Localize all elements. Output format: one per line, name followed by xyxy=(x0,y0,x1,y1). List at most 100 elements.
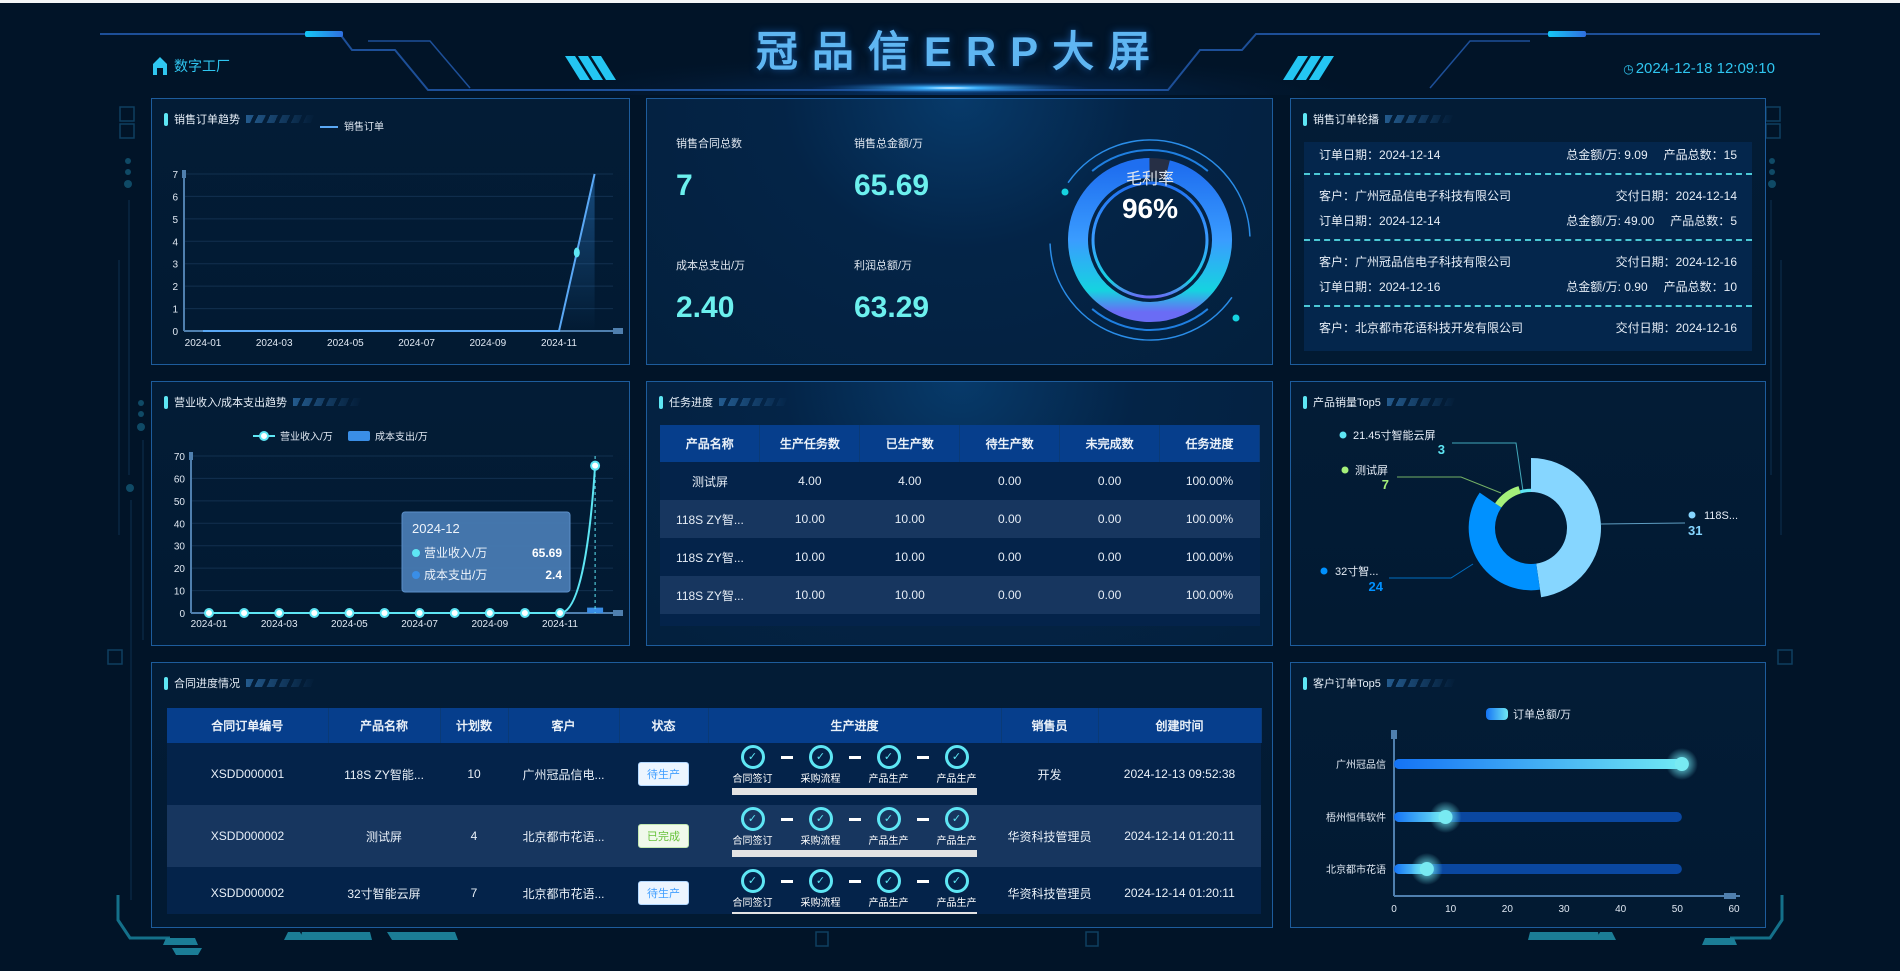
panel-title: 客户订单Top5 xyxy=(1313,678,1381,690)
legend-dot xyxy=(1688,511,1696,519)
contract-id: XSDD000001 xyxy=(167,743,328,805)
order-item[interactable]: 客户：广州冠品信电子科技有限公司 交付日期：2024-12-16 订单日期：2024… xyxy=(1304,241,1752,307)
label-leader-line xyxy=(1452,442,1524,492)
step-label: 采购流程 xyxy=(800,836,841,847)
home-link[interactable]: 数字工厂 xyxy=(152,56,230,76)
contracts-table: 合同订单编号 产品名称 计划数 客户 状态 生产进度 销售员 创建时间 XSDD000001 11… xyxy=(167,708,1262,914)
gauge-fill xyxy=(1068,158,1232,322)
progress-step: ✓ 产品生产 xyxy=(863,869,915,909)
order-item[interactable]: 订单日期：2024-12-14 总金额/万: 9.09 产品总数：15 xyxy=(1304,142,1752,175)
order-item[interactable]: 客户：广州冠品信电子科技有限公司 交付日期：2024-12-14 订单日期：2024… xyxy=(1304,175,1752,241)
amount-label: 总金额/万: xyxy=(1566,214,1625,228)
stat-label: 利润总额/万 xyxy=(854,260,913,272)
panel-title: 营业收入/成本支出趋势 xyxy=(174,397,288,409)
production-progress: ✓ 合同签订 ✓ 采购流程 ✓ 产品生产 ✓ 产品生产 xyxy=(708,867,1001,914)
revenue-trend-chart: 0 10 20 30 40 50 60 70 2024-01 2024-03 2024-05 2024… xyxy=(174,430,623,630)
order-customer-line: 客户：北京都市花语科技开发有限公司 交付日期：2024-12-16 xyxy=(1319,315,1737,340)
revenue-point xyxy=(590,460,601,471)
table-cell: 0.00 xyxy=(959,538,1060,576)
header-stripes xyxy=(1385,115,1455,123)
area-fill xyxy=(559,174,595,331)
tooltip: 2024-12 营业收入/万 65.69 成本支出/万 2.4 xyxy=(401,511,571,593)
column-header: 销售员 xyxy=(1001,708,1099,743)
table-cell: 100.00% xyxy=(1159,538,1260,576)
table-cell: 118S ZY智... xyxy=(660,500,760,538)
status-cell: 待生产 xyxy=(619,867,708,914)
header-stripes xyxy=(719,398,789,406)
cost-bar xyxy=(587,607,604,613)
y-tick-label: 40 xyxy=(174,519,186,530)
order-date-label: 订单日期： xyxy=(1319,148,1380,162)
delivery-value: 2024-12-16 xyxy=(1675,255,1737,269)
amount-field: 总金额/万: 49.00 xyxy=(1566,212,1654,229)
revenue-trend-panel: 营业收入/成本支出趋势 0 10 20 30 40 50 60 70 2024-01 2024-0… xyxy=(151,381,630,646)
sales-trend-panel: 销售订单趋势 0 1 2 3 4 5 6 7 2024-01 2024-03 2024-05 2024… xyxy=(151,98,630,365)
stat-profit: 利润总额/万 63.29 xyxy=(854,257,929,325)
production-progress: ✓ 合同签订 ✓ 采购流程 ✓ 产品生产 ✓ 产品生产 xyxy=(708,743,1001,805)
check-circle-icon: ✓ xyxy=(740,807,765,831)
y-tick-label: 3 xyxy=(172,260,178,271)
revenue-point xyxy=(484,608,495,618)
panel-title: 合同进度情况 xyxy=(174,678,240,690)
order-list[interactable]: 订单日期：2024-12-14 总金额/万: 9.09 产品总数：15 客户：广州冠品… xyxy=(1304,142,1752,351)
planned-qty: 7 xyxy=(440,867,508,914)
step-connector xyxy=(916,880,929,883)
product-top5-panel: 产品销量Top5 118S... 31 32寸智... 24 测试屏 7 21.45寸智能云… xyxy=(1290,381,1766,646)
order-item[interactable]: 客户：北京都市花语科技开发有限公司 交付日期：2024-12-16 xyxy=(1304,307,1752,346)
tooltip-value: 65.69 xyxy=(532,546,562,560)
tooltip-title: 2024-12 xyxy=(412,521,460,536)
count-value: 10 xyxy=(1723,280,1737,294)
tooltip-series-name: 营业收入/万 xyxy=(424,546,487,560)
salesperson: 开发 xyxy=(1001,743,1098,805)
slice-label: 32寸智... xyxy=(1335,564,1378,578)
table-row[interactable]: 118S ZY智... 10.00 10.00 0.00 0.00 100.00% xyxy=(660,538,1260,576)
bar-track xyxy=(1394,812,1682,822)
step-connector xyxy=(780,818,793,821)
table-row[interactable]: XSDD000002 测试屏 4 北京都市花语... 已完成 ✓ 合同签订 ✓ 采购流程 ✓ 产品生… xyxy=(167,805,1261,867)
table-cell: 0.00 xyxy=(1059,576,1160,614)
table-row[interactable]: XSDD000002 32寸智能云屏 7 北京都市花语... 待生产 ✓ 合同签订 ✓ 采购流程… xyxy=(167,867,1261,914)
panel-title: 销售订单轮播 xyxy=(1313,114,1379,126)
progress-step: ✓ 产品生产 xyxy=(931,869,983,909)
table-row[interactable]: 118S ZY智... 10.00 10.00 0.00 0.00 100.00% xyxy=(660,576,1260,614)
stat-label: 销售总金额/万 xyxy=(854,138,924,150)
y-tick-label: 5 xyxy=(172,215,178,226)
table-row[interactable]: 118S ZY智... 10.00 10.00 0.00 0.00 100.00% xyxy=(660,500,1260,538)
y-tick-label: 70 xyxy=(174,452,186,463)
product-name: 测试屏 xyxy=(328,805,440,867)
order-date-value: 2024-12-14 xyxy=(1379,214,1441,228)
tooltip-value: 2.4 xyxy=(545,568,562,582)
status-badge: 待生产 xyxy=(638,881,689,905)
column-header: 计划数 xyxy=(440,708,509,743)
step-label: 产品生产 xyxy=(936,898,977,909)
tooltip-box xyxy=(401,511,571,593)
gauge-outer-arc xyxy=(1091,308,1209,331)
table-row-empty xyxy=(660,614,1260,626)
delivery-value: 2024-12-14 xyxy=(1675,189,1737,203)
progress-step: ✓ 产品生产 xyxy=(931,807,983,847)
amount-label: 总金额/万: xyxy=(1566,148,1625,162)
status-badge: 已完成 xyxy=(638,824,689,848)
delivery-field: 交付日期：2024-12-14 xyxy=(1616,187,1737,204)
table-cell: 0.00 xyxy=(1059,538,1160,576)
tooltip-series-name: 成本支出/万 xyxy=(424,568,487,582)
salesperson: 华资科技管理员 xyxy=(1001,805,1098,867)
delivery-value: 2024-12-16 xyxy=(1675,321,1737,335)
table-cell: 10.00 xyxy=(759,538,860,576)
legend-bar-swatch xyxy=(348,431,370,441)
customer-label: 客户： xyxy=(1319,321,1356,335)
panel-header: 营业收入/成本支出趋势 xyxy=(164,394,364,410)
legend-dot xyxy=(1339,431,1347,439)
table-cell: 10.00 xyxy=(859,500,960,538)
check-circle-icon: ✓ xyxy=(808,807,833,831)
column-header: 产品名称 xyxy=(328,708,441,743)
contracts-table-viewport: 合同订单编号 产品名称 计划数 客户 状态 生产进度 销售员 创建时间 XSDD000001 11… xyxy=(152,663,1274,914)
step-label: 产品生产 xyxy=(936,774,977,785)
table-row[interactable]: 测试屏 4.00 4.00 0.00 0.00 100.00% xyxy=(660,462,1260,500)
customer-label: 客户： xyxy=(1319,189,1356,203)
count-value: 5 xyxy=(1730,214,1737,228)
product-name: 118S ZY智能... xyxy=(328,743,440,805)
table-row[interactable]: XSDD000001 118S ZY智能... 10 广州冠品信电... 待生产 ✓ 合同签… xyxy=(167,743,1261,805)
bar-end-dot xyxy=(1438,810,1453,824)
